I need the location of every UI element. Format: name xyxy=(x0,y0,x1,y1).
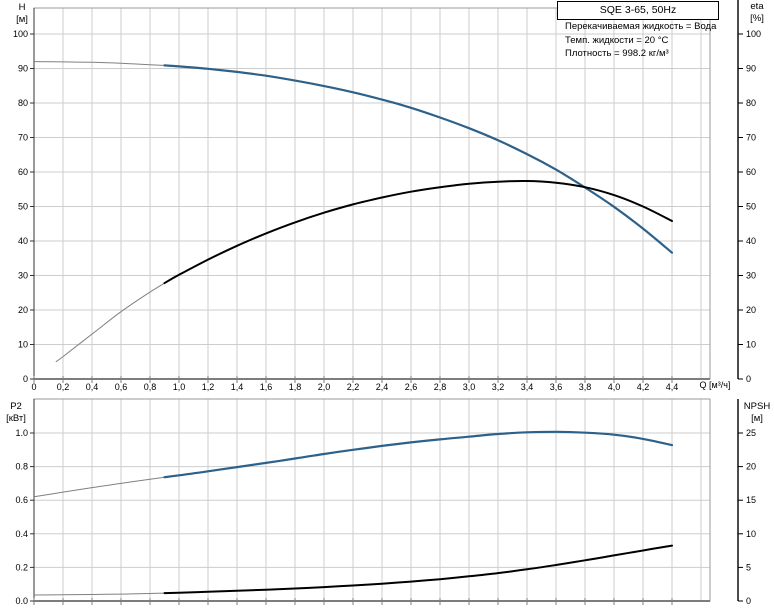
right-tick-label: 100 xyxy=(746,29,761,39)
x-tick-label: 0,4 xyxy=(86,382,99,392)
curve-NPSH-thin xyxy=(33,592,165,596)
x-tick-label: 3,2 xyxy=(492,382,505,392)
right-tick-label: 20 xyxy=(746,462,756,472)
right-tick-label: 10 xyxy=(746,340,756,350)
left-tick-label: 30 xyxy=(18,271,28,281)
x-tick-label: 4,0 xyxy=(608,382,621,392)
right-tick-label: 40 xyxy=(746,236,756,246)
curve-H-thin xyxy=(33,61,165,66)
curve-H xyxy=(163,64,674,254)
right-tick-label: 0 xyxy=(746,596,751,606)
x-tick-label: 1,2 xyxy=(202,382,215,392)
curve-P2-thin xyxy=(33,476,165,498)
chart-title: SQE 3-65, 50Hz xyxy=(599,4,677,16)
left-tick-label: 10 xyxy=(18,340,28,350)
x-tick-label: 4,4 xyxy=(666,382,679,392)
left-tick-label: 20 xyxy=(18,305,28,315)
x-tick-label: 1,0 xyxy=(173,382,186,392)
left-tick-label: 70 xyxy=(18,133,28,143)
left-tick-label: 60 xyxy=(18,167,28,177)
x-tick-label: 0,2 xyxy=(57,382,70,392)
x-tick-label: 2,8 xyxy=(434,382,447,392)
right-tick-label: 5 xyxy=(746,562,751,572)
left-tick-label: 90 xyxy=(18,64,28,74)
left-axis-label-H: H [м] xyxy=(16,2,28,25)
left-tick-label: 0.8 xyxy=(15,462,28,472)
right-tick-label: 60 xyxy=(746,167,756,177)
left-tick-label: 80 xyxy=(18,98,28,108)
x-tick-label: 2,6 xyxy=(405,382,418,392)
x-tick-label: 3,0 xyxy=(463,382,476,392)
x-tick-label: 4,2 xyxy=(637,382,650,392)
left-tick-label: 1.0 xyxy=(15,428,28,438)
x-tick-label: 2,2 xyxy=(347,382,360,392)
x-tick-label: 2,4 xyxy=(376,382,389,392)
right-tick-label: 50 xyxy=(746,202,756,212)
x-axis-label: Q [м³/ч] xyxy=(699,380,731,390)
right-tick-label: 90 xyxy=(746,64,756,74)
info-line-density: Плотность = 998.2 кг/м³ xyxy=(565,48,669,59)
curve-NPSH xyxy=(163,544,673,595)
x-tick-label: 3,8 xyxy=(579,382,592,392)
x-tick-label: 1,8 xyxy=(289,382,302,392)
x-tick-label: 3,4 xyxy=(521,382,534,392)
right-axis-label-eta: eta [%] xyxy=(750,1,764,24)
x-tick-label: 0,8 xyxy=(144,382,157,392)
fluid-info-block: Перекачиваемая жидкость = Вода Темп. жид… xyxy=(565,20,716,61)
right-tick-label: 30 xyxy=(746,271,756,281)
x-tick-label: 0 xyxy=(31,382,36,392)
left-tick-label: 0 xyxy=(23,374,28,384)
right-tick-label: 10 xyxy=(746,529,756,539)
right-axis-label-NPSH: NPSH [м] xyxy=(743,401,771,424)
left-tick-label: 0.6 xyxy=(15,495,28,505)
x-tick-label: 1,4 xyxy=(231,382,244,392)
right-tick-label: 70 xyxy=(746,133,756,143)
x-tick-label: 1,6 xyxy=(260,382,273,392)
info-line-fluid: Перекачиваемая жидкость = Вода xyxy=(565,21,717,32)
curve-P2 xyxy=(163,430,674,479)
curve-eta xyxy=(163,179,673,285)
right-tick-label: 20 xyxy=(746,305,756,315)
right-tick-label: 25 xyxy=(746,428,756,438)
chart-title-box: SQE 3-65, 50Hz xyxy=(557,1,719,20)
right-tick-label: 15 xyxy=(746,495,756,505)
curve-eta-thin xyxy=(55,282,165,363)
right-tick-label: 80 xyxy=(746,98,756,108)
left-axis-label-P2: P2 [кВт] xyxy=(6,401,26,424)
left-tick-label: 0.0 xyxy=(15,596,28,606)
left-tick-label: 0.2 xyxy=(15,562,28,572)
x-tick-label: 3,6 xyxy=(550,382,563,392)
left-tick-label: 40 xyxy=(18,236,28,246)
left-tick-label: 0.4 xyxy=(15,529,28,539)
info-line-temperature: Темп. жидкости = 20 °C xyxy=(565,34,669,46)
x-tick-label: 0,6 xyxy=(115,382,128,392)
x-tick-label: 2,0 xyxy=(318,382,331,392)
left-tick-label: 100 xyxy=(13,29,28,39)
left-tick-label: 50 xyxy=(18,202,28,212)
right-tick-label: 0 xyxy=(746,374,751,384)
